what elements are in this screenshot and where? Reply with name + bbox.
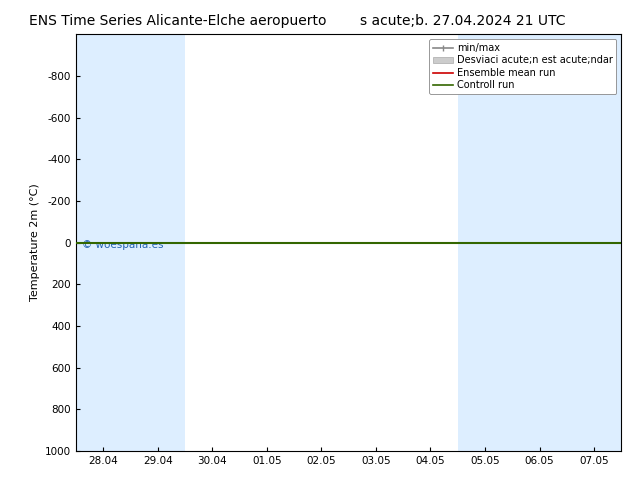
Bar <box>567 34 621 451</box>
Bar <box>131 34 185 451</box>
Text: ENS Time Series Alicante-Elche aeropuerto: ENS Time Series Alicante-Elche aeropuert… <box>29 14 327 28</box>
Text: © woespana.es: © woespana.es <box>82 241 163 250</box>
Bar <box>512 34 567 451</box>
Bar <box>458 34 512 451</box>
Text: s acute;b. 27.04.2024 21 UTC: s acute;b. 27.04.2024 21 UTC <box>360 14 566 28</box>
Y-axis label: Temperature 2m (°C): Temperature 2m (°C) <box>30 184 39 301</box>
Legend: min/max, Desviaci acute;n est acute;ndar, Ensemble mean run, Controll run: min/max, Desviaci acute;n est acute;ndar… <box>429 39 616 94</box>
Bar <box>76 34 131 451</box>
